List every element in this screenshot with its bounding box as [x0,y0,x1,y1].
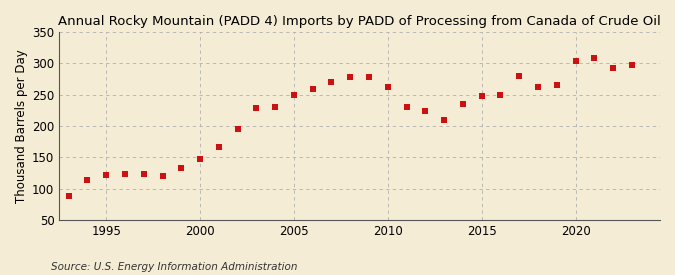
Title: Annual Rocky Mountain (PADD 4) Imports by PADD of Processing from Canada of Crud: Annual Rocky Mountain (PADD 4) Imports b… [58,15,661,28]
Point [608,66,618,70]
Point [251,106,262,110]
Point [176,166,187,170]
Point [533,84,543,89]
Point [570,59,581,63]
Point [82,178,93,182]
Point [288,93,299,98]
Point [551,83,562,87]
Point [194,156,205,161]
Point [420,109,431,113]
Point [477,94,487,98]
Point [383,84,394,89]
Point [270,105,281,109]
Text: Source: U.S. Energy Information Administration: Source: U.S. Energy Information Administ… [51,262,297,272]
Point [63,194,74,199]
Point [307,87,318,91]
Point [364,75,375,79]
Point [589,56,599,60]
Point [157,174,168,178]
Point [495,93,506,98]
Point [101,173,111,177]
Point [458,102,468,106]
Point [232,126,243,131]
Point [626,63,637,67]
Point [138,172,149,177]
Point [345,75,356,79]
Point [119,172,130,176]
Point [439,118,450,123]
Point [401,104,412,109]
Y-axis label: Thousand Barrels per Day: Thousand Barrels per Day [15,49,28,203]
Point [213,145,224,149]
Point [514,74,524,79]
Point [326,79,337,84]
